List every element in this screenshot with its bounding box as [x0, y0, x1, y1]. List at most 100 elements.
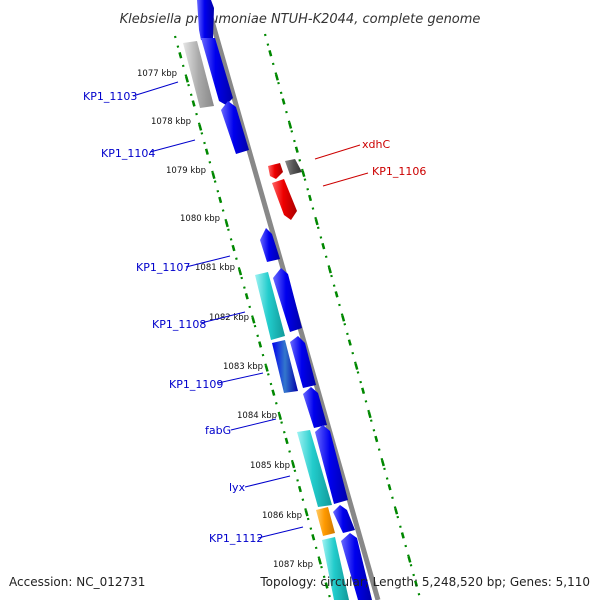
gene-label-kp1-1112[interactable]: KP1_1112 — [209, 532, 263, 545]
gene-label-lyx[interactable]: lyx — [229, 481, 246, 494]
track-dash — [224, 220, 229, 228]
gene-bottom-right — [341, 533, 372, 600]
track-dash — [297, 485, 302, 493]
track-dash — [314, 218, 319, 226]
track-dash — [184, 76, 189, 83]
track-dash — [238, 268, 243, 276]
track-dash — [231, 244, 236, 252]
track-dash — [244, 293, 249, 300]
track-dash — [178, 52, 183, 59]
leader-line — [149, 139, 196, 153]
gene-xdhc — [285, 159, 302, 175]
map-title: Klebsiella pneumoniae NTUH-K2044, comple… — [120, 12, 481, 27]
track-dash — [198, 124, 203, 131]
gene-label-xdhc[interactable]: xdhC — [362, 138, 390, 151]
tick-label: 1077 kbp — [137, 69, 177, 79]
track-dash — [288, 122, 293, 129]
tick-label: 1083 kbp — [223, 362, 263, 372]
kbp-ticks: 1077 kbp 1078 kbp 1079 kbp 1080 kbp 1081… — [137, 69, 313, 570]
tick-label: 1082 kbp — [209, 313, 249, 323]
leader-line — [217, 372, 264, 384]
right-gene-labels: xdhC KP1_1106 — [362, 138, 426, 178]
gene-orange — [316, 507, 335, 536]
gene-label-kp1-1108[interactable]: KP1_1108 — [152, 318, 206, 331]
gene-kp1-1104 — [221, 101, 249, 154]
track-dash — [284, 437, 289, 445]
track-dash — [304, 509, 309, 517]
track-dash — [311, 534, 316, 541]
track-dash — [414, 580, 419, 587]
track-dash — [347, 339, 352, 346]
gene-label-fabg[interactable]: fabG — [205, 424, 231, 437]
leader-line — [230, 418, 277, 431]
track-dash — [294, 146, 299, 153]
track-dash — [274, 74, 279, 81]
tick-label: 1078 kbp — [151, 117, 191, 127]
track-dash — [191, 100, 196, 107]
leader-line — [244, 475, 291, 488]
track-dash — [380, 459, 385, 467]
leader-line — [257, 526, 304, 539]
gene-kp1-1103-gray — [183, 41, 214, 108]
track-dash — [334, 291, 339, 298]
gene-kp1-1106 — [272, 179, 297, 220]
track-dash — [374, 435, 379, 443]
leader-line — [132, 81, 179, 97]
track-dash — [324, 582, 329, 589]
genome-summary-text: Topology: circular; Length: 5,248,520 bp… — [259, 575, 590, 589]
tick-label: 1087 kbp — [273, 560, 313, 570]
gene-label-kp1-1104[interactable]: KP1_1104 — [101, 147, 155, 160]
inner-dotted-track — [173, 35, 332, 599]
track-dash — [341, 315, 346, 322]
track-dash — [400, 532, 405, 539]
track-dash — [204, 148, 209, 155]
gene-kp1-1107 — [260, 228, 280, 262]
tick-label: 1079 kbp — [166, 166, 206, 176]
track-dash — [258, 341, 263, 348]
gene-label-kp1-1103[interactable]: KP1_1103 — [83, 90, 137, 103]
track-dash — [251, 317, 256, 324]
leader-line — [314, 144, 361, 160]
track-dash — [218, 196, 223, 204]
gene-lyx-cyan — [297, 430, 332, 507]
track-dash — [301, 170, 306, 178]
track-dash — [367, 411, 372, 419]
gene-top-fragment — [197, 0, 214, 40]
track-dash — [281, 98, 286, 105]
tick-label: 1080 kbp — [180, 214, 220, 224]
track-dash — [321, 242, 326, 250]
tick-label: 1086 kbp — [262, 511, 302, 521]
leader-line — [185, 255, 231, 268]
gene-red-small — [268, 163, 283, 179]
gene-lyx — [315, 425, 348, 504]
left-leaders — [132, 81, 304, 539]
track-dash — [394, 508, 399, 515]
gene-kp1-1112 — [333, 505, 355, 533]
gene-kp1-1108-cyan — [255, 272, 285, 340]
tick-label: 1081 kbp — [195, 263, 235, 273]
gene-label-kp1-1107[interactable]: KP1_1107 — [136, 261, 190, 274]
gene-label-kp1-1106[interactable]: KP1_1106 — [372, 165, 426, 178]
track-dash — [387, 483, 392, 491]
gene-kp1-1109 — [290, 336, 316, 388]
tick-label: 1084 kbp — [237, 411, 277, 421]
gene-kp1-1108 — [273, 268, 302, 332]
leader-line — [322, 172, 369, 187]
track-dash — [407, 556, 412, 563]
leader-line — [200, 311, 246, 324]
track-dash — [327, 267, 332, 274]
track-dash — [264, 365, 269, 372]
track-dash — [354, 363, 359, 370]
track-dash — [317, 558, 322, 565]
genes — [183, 0, 372, 600]
tick-label: 1085 kbp — [250, 461, 290, 471]
gene-label-kp1-1109[interactable]: KP1_1109 — [169, 378, 223, 391]
track-dash — [308, 194, 313, 202]
right-leaders — [314, 144, 369, 187]
gene-kp1-1103 — [201, 38, 233, 105]
gene-fabg — [303, 387, 327, 428]
track-dash — [211, 172, 216, 180]
track-dash — [361, 387, 366, 394]
track-dash — [268, 50, 273, 57]
gene-kp1-1112-cyan — [322, 537, 349, 600]
